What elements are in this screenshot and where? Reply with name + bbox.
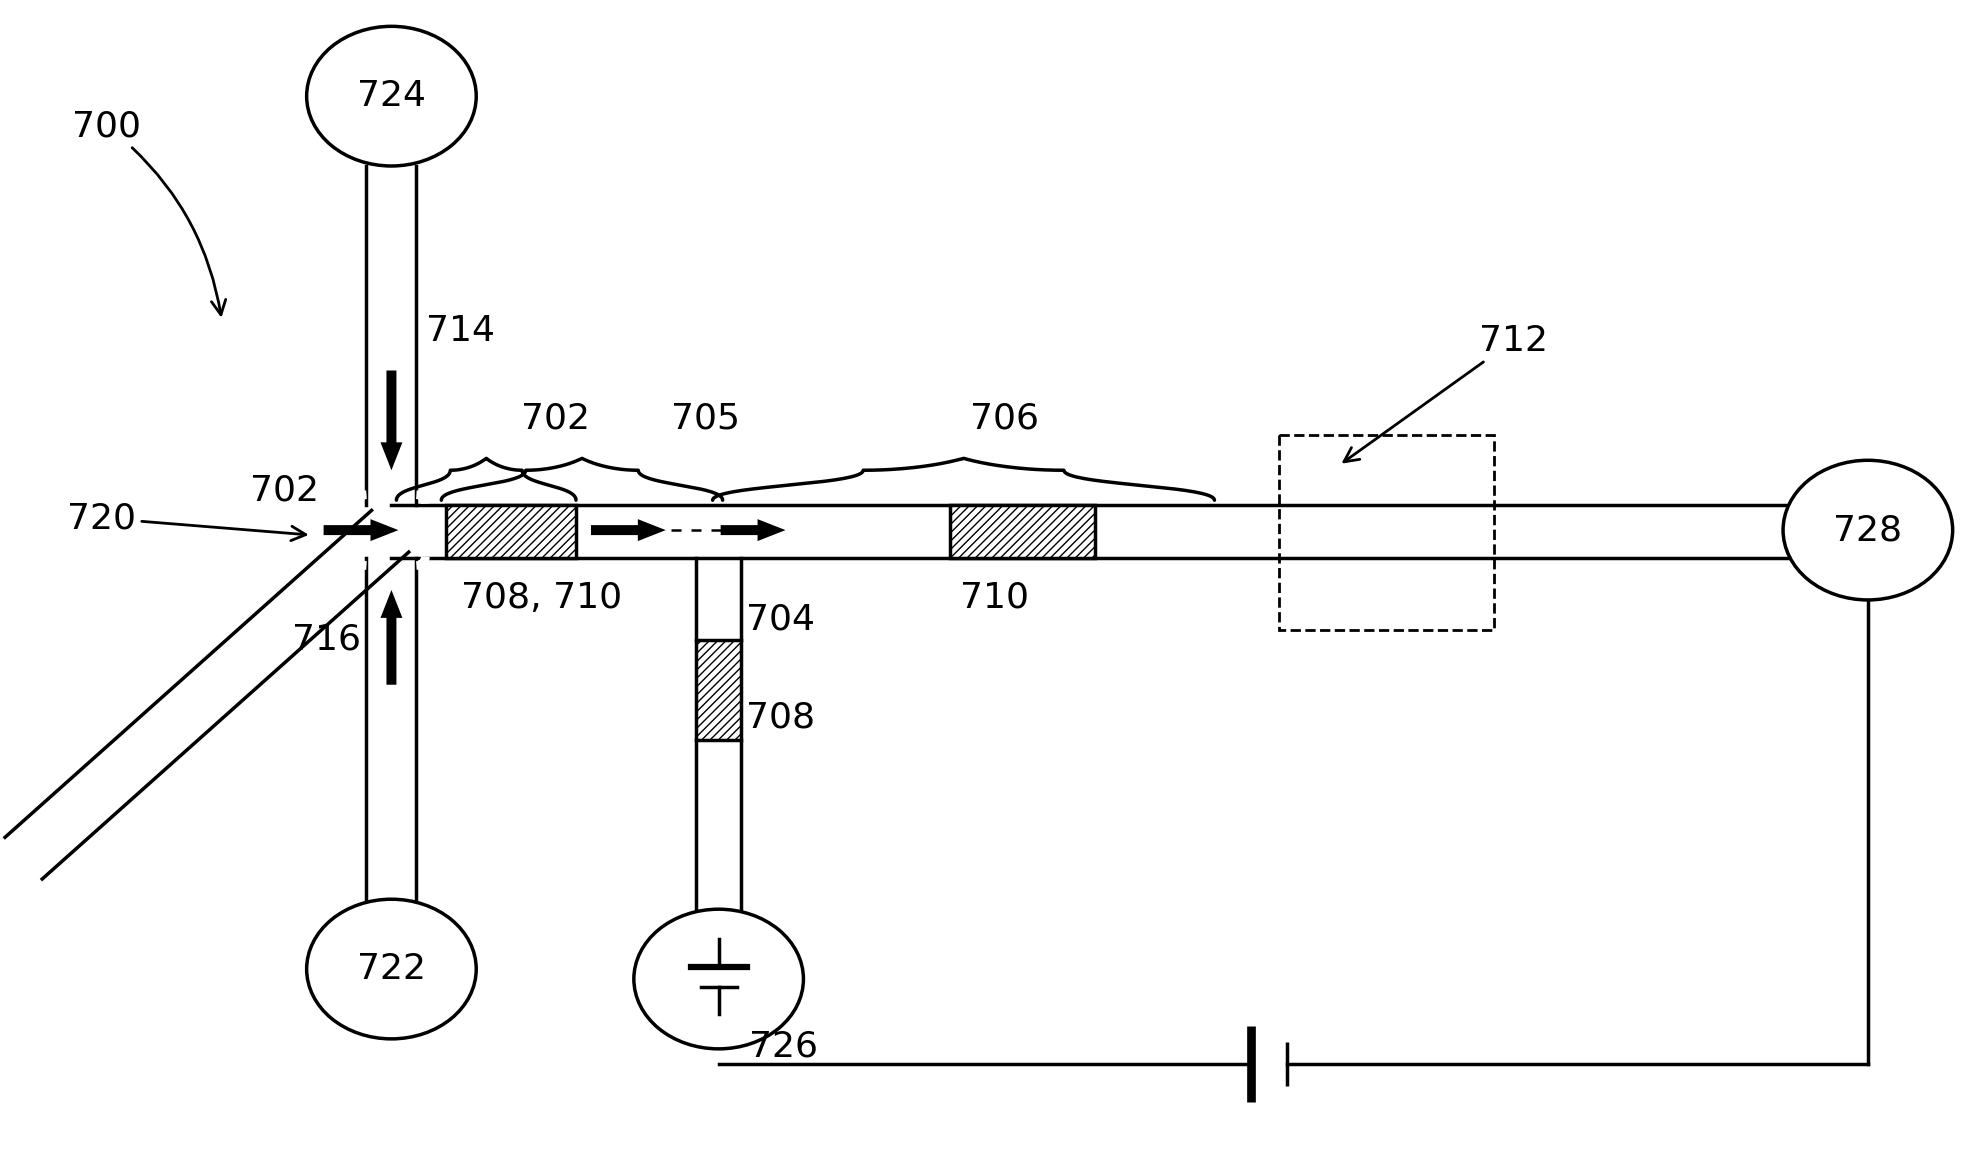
FancyArrow shape	[591, 519, 666, 541]
Bar	[696, 640, 741, 740]
Text: 700: 700	[73, 109, 227, 315]
Bar	[1279, 435, 1494, 630]
FancyArrow shape	[380, 371, 402, 471]
FancyArrow shape	[721, 519, 786, 541]
Bar	[696, 640, 741, 740]
FancyArrow shape	[323, 519, 398, 541]
Text: 708, 710: 708, 710	[461, 581, 623, 615]
Text: 702: 702	[520, 402, 589, 435]
Bar	[950, 505, 1094, 558]
Bar	[950, 505, 1094, 558]
Bar	[445, 505, 576, 558]
Text: 702: 702	[250, 473, 319, 508]
FancyArrow shape	[380, 590, 402, 685]
Text: 708: 708	[745, 701, 814, 734]
Text: 714: 714	[426, 313, 495, 348]
Text: 706: 706	[970, 402, 1039, 435]
Text: 724: 724	[357, 79, 426, 113]
Text: 726: 726	[749, 1030, 818, 1064]
Ellipse shape	[635, 909, 804, 1049]
Ellipse shape	[1784, 460, 1953, 600]
Text: 704: 704	[745, 603, 814, 637]
Text: 712: 712	[1344, 323, 1547, 462]
Text: 710: 710	[960, 581, 1029, 615]
Ellipse shape	[307, 26, 477, 166]
Ellipse shape	[307, 899, 477, 1039]
Text: 722: 722	[357, 952, 426, 986]
Text: 728: 728	[1833, 513, 1902, 547]
Bar	[445, 505, 576, 558]
Text: 720: 720	[67, 501, 306, 541]
Text: 716: 716	[292, 623, 361, 657]
Text: 705: 705	[670, 402, 739, 435]
